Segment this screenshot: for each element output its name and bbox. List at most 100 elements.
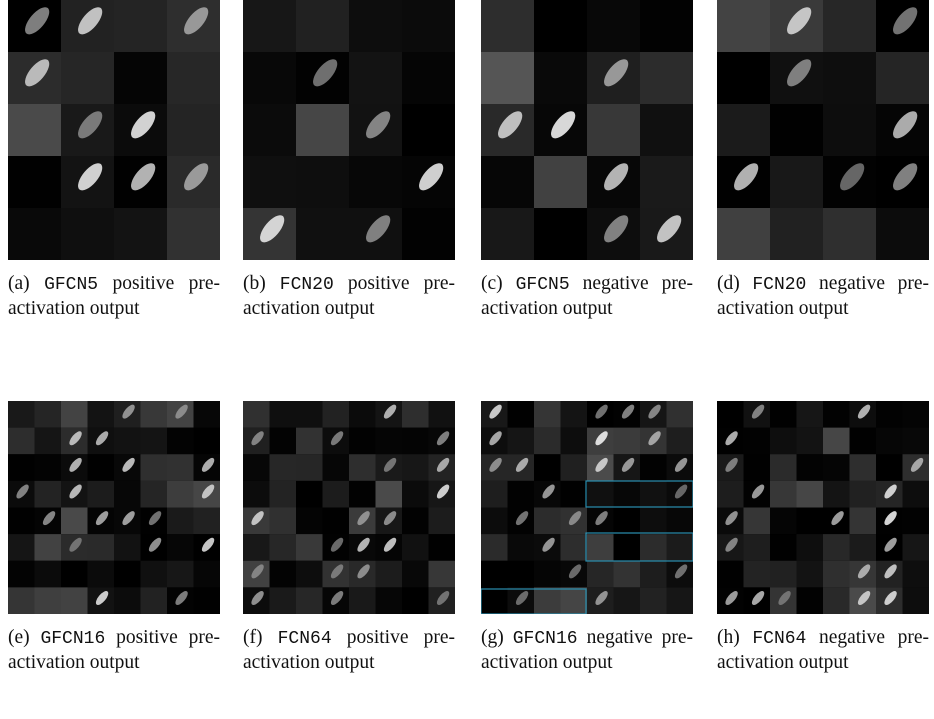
tile — [667, 428, 694, 455]
tile — [296, 428, 323, 455]
tile — [640, 561, 667, 588]
caption-label: (h) — [717, 627, 740, 648]
tile — [270, 587, 297, 614]
tile — [850, 508, 877, 535]
tile — [8, 401, 35, 428]
tile — [587, 534, 614, 561]
tile — [561, 454, 588, 481]
tile — [141, 561, 168, 588]
tile — [270, 454, 297, 481]
tile — [88, 481, 115, 508]
tile — [167, 208, 220, 260]
tile — [61, 52, 114, 104]
tile — [8, 534, 35, 561]
tile — [770, 156, 823, 208]
tile — [717, 561, 744, 588]
tile — [8, 454, 35, 481]
tile — [429, 561, 456, 588]
caption: (a) GFCN5 positive pre-activation output — [8, 272, 220, 321]
tile — [640, 454, 667, 481]
tile — [717, 401, 744, 428]
tile — [349, 587, 376, 614]
tile — [243, 454, 270, 481]
caption-label: (f) — [243, 627, 262, 648]
tile — [561, 534, 588, 561]
tile — [640, 508, 667, 535]
tile — [744, 454, 771, 481]
tile — [770, 561, 797, 588]
tile — [614, 508, 641, 535]
tile — [770, 534, 797, 561]
tile — [243, 534, 270, 561]
tile — [770, 208, 823, 260]
tile — [323, 508, 350, 535]
tile — [587, 104, 640, 156]
tile — [402, 428, 429, 455]
tile — [141, 481, 168, 508]
tile — [141, 454, 168, 481]
tile — [8, 156, 61, 208]
tile — [61, 561, 88, 588]
tile — [296, 401, 323, 428]
tile — [823, 208, 876, 260]
tile — [797, 401, 824, 428]
tile — [770, 481, 797, 508]
feature-map-image — [717, 0, 929, 260]
model-name: GFCN5 — [44, 275, 98, 295]
tile — [194, 561, 221, 588]
tile — [481, 52, 534, 104]
caption-text: negative pre-activation output — [717, 627, 929, 673]
model-name: FCN20 — [280, 275, 334, 295]
tile — [35, 401, 62, 428]
tile — [823, 428, 850, 455]
tile — [481, 587, 508, 614]
tile — [614, 587, 641, 614]
tile — [640, 52, 693, 104]
figure: (a) GFCN5 positive pre-activation output… — [0, 0, 934, 719]
tile — [717, 104, 770, 156]
tile — [640, 587, 667, 614]
tile — [114, 52, 167, 104]
tile — [850, 428, 877, 455]
tile — [88, 401, 115, 428]
tile — [194, 587, 221, 614]
tile — [534, 508, 561, 535]
tile — [876, 454, 903, 481]
tile — [770, 428, 797, 455]
tile — [402, 454, 429, 481]
tile — [194, 401, 221, 428]
tile — [270, 428, 297, 455]
tile — [296, 0, 349, 52]
tile — [402, 587, 429, 614]
caption-label: (a) — [8, 273, 30, 294]
tile — [561, 428, 588, 455]
tile — [8, 587, 35, 614]
tile — [376, 587, 403, 614]
subfigure: (f) FCN64 positive pre-activation output — [243, 401, 455, 675]
tile — [770, 104, 823, 156]
tile — [640, 104, 693, 156]
tile — [797, 428, 824, 455]
tile — [88, 561, 115, 588]
tile — [114, 561, 141, 588]
tile — [903, 508, 930, 535]
tile — [717, 481, 744, 508]
tile — [35, 561, 62, 588]
model-name: FCN64 — [752, 629, 806, 649]
caption: (e) GFCN16 positive pre-activation outpu… — [8, 626, 220, 675]
tile — [167, 52, 220, 104]
tile — [481, 534, 508, 561]
tile — [770, 508, 797, 535]
tile — [243, 156, 296, 208]
subfigure: (c) GFCN5 negative pre-activation output — [481, 0, 693, 321]
tile — [8, 208, 61, 260]
tile — [481, 561, 508, 588]
tile — [797, 508, 824, 535]
tile — [402, 0, 455, 52]
caption-label: (d) — [717, 273, 740, 294]
tile — [429, 401, 456, 428]
subfigure: (b) FCN20 positive pre-activation output — [243, 0, 455, 321]
caption-label: (e) — [8, 627, 30, 648]
tile — [376, 561, 403, 588]
caption-text: positive pre-activation output — [8, 273, 220, 319]
